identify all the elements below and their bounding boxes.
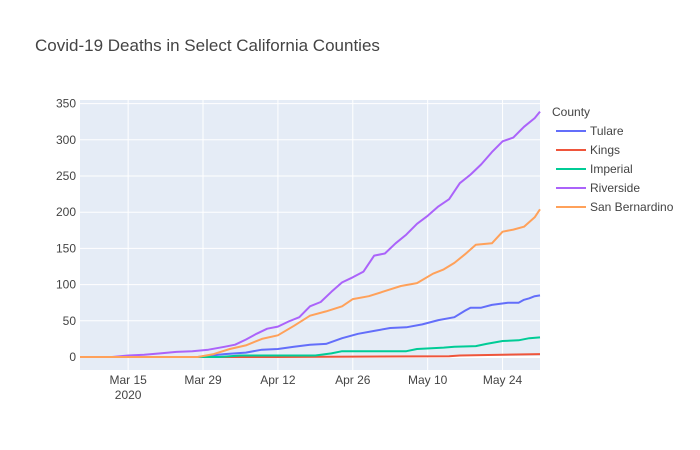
y-tick-label: 250 [56, 169, 76, 183]
chart-title: Covid-19 Deaths in Select California Cou… [35, 36, 380, 55]
legend: County Tulare Kings Imperial Riverside San B… [552, 105, 674, 214]
x-tick-label: Mar 15 [109, 373, 147, 387]
y-tick-label: 150 [56, 241, 76, 255]
series-line-tulare [80, 294, 541, 358]
x-tick-label: Apr 26 [335, 373, 371, 387]
x-tick-label: May 10 [408, 373, 448, 387]
x-tick-label: Mar 29 [184, 373, 222, 387]
y-tick-label: 350 [56, 97, 76, 111]
legend-title: County [552, 105, 590, 119]
grid-lines [80, 100, 540, 370]
legend-label-imperial: Imperial [590, 162, 633, 176]
series-lines [80, 110, 541, 358]
y-tick-label: 0 [69, 350, 76, 364]
legend-label-san-bernardino: San Bernardino [590, 200, 674, 214]
y-tick-label: 300 [56, 133, 76, 147]
plot-area [80, 100, 540, 370]
x-tick-label: May 24 [483, 373, 523, 387]
y-tick-label: 50 [63, 314, 77, 328]
legend-label-tulare: Tulare [590, 124, 624, 138]
legend-label-riverside: Riverside [590, 181, 640, 195]
series-line-riverside [80, 110, 541, 358]
series-line-imperial [80, 336, 541, 358]
legend-label-kings: Kings [590, 143, 620, 157]
x-tick-label: Apr 12 [260, 373, 296, 387]
y-tick-label: 100 [56, 278, 76, 292]
series-line-san-bernardino [80, 208, 541, 358]
y-axis-ticks: 0 50 100 150 200 250 300 350 [56, 97, 76, 364]
x-tick-year-label: 2020 [115, 388, 142, 402]
y-tick-label: 200 [56, 205, 76, 219]
